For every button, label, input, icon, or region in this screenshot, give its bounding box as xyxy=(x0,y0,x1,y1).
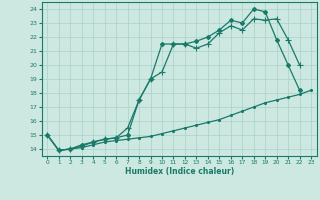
X-axis label: Humidex (Indice chaleur): Humidex (Indice chaleur) xyxy=(124,167,234,176)
